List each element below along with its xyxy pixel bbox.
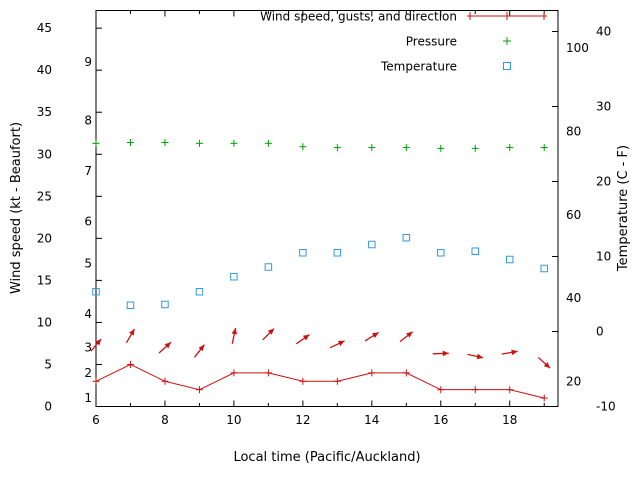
wind-direction-arrowhead — [337, 340, 345, 346]
celsius-tick-label: 40 — [596, 25, 611, 39]
fahrenheit-label: 60 — [566, 208, 581, 222]
legend-label-temperature: Temperature — [380, 60, 457, 74]
temperature-point — [126, 301, 135, 309]
temperature-point — [161, 300, 169, 309]
left-tick-label: 40 — [37, 63, 52, 77]
x-tick-label: 12 — [295, 413, 310, 427]
left-tick-label: 5 — [44, 357, 52, 371]
left-tick-label: 35 — [37, 105, 52, 119]
celsius-tick-label: 30 — [596, 100, 611, 114]
temperature-point — [264, 263, 273, 271]
celsius-tick-label: 0 — [596, 325, 604, 339]
temperature-point — [402, 234, 411, 242]
left-tick-label: 10 — [37, 315, 52, 329]
wind-direction-arrowhead — [129, 328, 135, 336]
generated-plot-layer: 051015202530354045123456789-100102030402… — [37, 10, 616, 427]
left-tick-label: 45 — [37, 21, 52, 35]
beaufort-label: 4 — [84, 307, 92, 321]
wind-direction-arrowhead — [267, 328, 275, 335]
temperature-point — [505, 255, 514, 264]
x-tick-label: 8 — [161, 413, 169, 427]
wind-direction-arrowhead — [198, 344, 205, 352]
right-axis-title: Temperature (C - F) — [616, 145, 631, 272]
beaufort-label: 9 — [84, 55, 92, 69]
x-tick-label: 6 — [92, 413, 100, 427]
temperature-point — [437, 249, 445, 257]
beaufort-label: 3 — [84, 341, 92, 355]
temperature-point — [230, 273, 238, 281]
temperature-point — [471, 247, 480, 255]
temperature-point — [540, 264, 548, 273]
wind-direction-arrowhead — [95, 338, 102, 346]
left-tick-label: 0 — [44, 400, 52, 414]
legend-sample-temperature — [503, 62, 511, 70]
x-tick-label: 18 — [502, 413, 517, 427]
beaufort-label: 5 — [84, 257, 92, 271]
wind-direction-arrowhead — [442, 350, 449, 357]
temperature-point — [368, 240, 376, 249]
wind-direction-arrowhead — [372, 332, 379, 339]
wind-direction-arrowhead — [164, 342, 171, 349]
celsius-tick-label: 10 — [596, 250, 611, 264]
temperature-point — [333, 249, 342, 257]
left-tick-label: 15 — [37, 273, 52, 287]
x-tick-label: 14 — [364, 413, 379, 427]
x-axis-title: Local time (Pacific/Auckland) — [233, 450, 420, 465]
beaufort-label: 1 — [84, 391, 92, 405]
left-axis-title: Wind speed (kt - Beaufort) — [9, 122, 24, 294]
fahrenheit-label: 100 — [566, 41, 589, 55]
beaufort-label: 8 — [84, 114, 92, 128]
fahrenheit-label: 80 — [566, 125, 581, 139]
legend-label-pressure: Pressure — [406, 35, 457, 49]
beaufort-label: 7 — [84, 164, 92, 178]
temperature-point — [195, 288, 204, 296]
wind-direction-arrowhead — [543, 362, 551, 369]
x-tick-label: 10 — [226, 413, 241, 427]
celsius-tick-label: -10 — [596, 400, 616, 414]
plot-border — [95, 10, 559, 407]
wind-direction-arrowhead — [476, 353, 484, 360]
left-tick-label: 30 — [37, 147, 52, 161]
wind-speed-line — [95, 363, 545, 399]
wind-direction-arrowhead — [406, 331, 413, 338]
fahrenheit-label: 20 — [566, 375, 581, 389]
temperature-point — [92, 288, 100, 296]
left-tick-label: 25 — [37, 189, 52, 203]
legend-label-wind: Wind speed, gusts, and direction — [260, 10, 457, 24]
celsius-tick-label: 20 — [596, 175, 611, 189]
x-tick-label: 16 — [433, 413, 448, 427]
fahrenheit-label: 40 — [566, 291, 581, 305]
wind-direction-arrowhead — [302, 334, 310, 341]
wind-direction-arrowhead — [231, 328, 238, 335]
wind-direction-arrowhead — [511, 349, 518, 356]
left-tick-label: 20 — [37, 231, 52, 245]
beaufort-label: 6 — [84, 215, 92, 229]
temperature-point — [299, 249, 307, 257]
beaufort-label: 2 — [84, 366, 92, 380]
